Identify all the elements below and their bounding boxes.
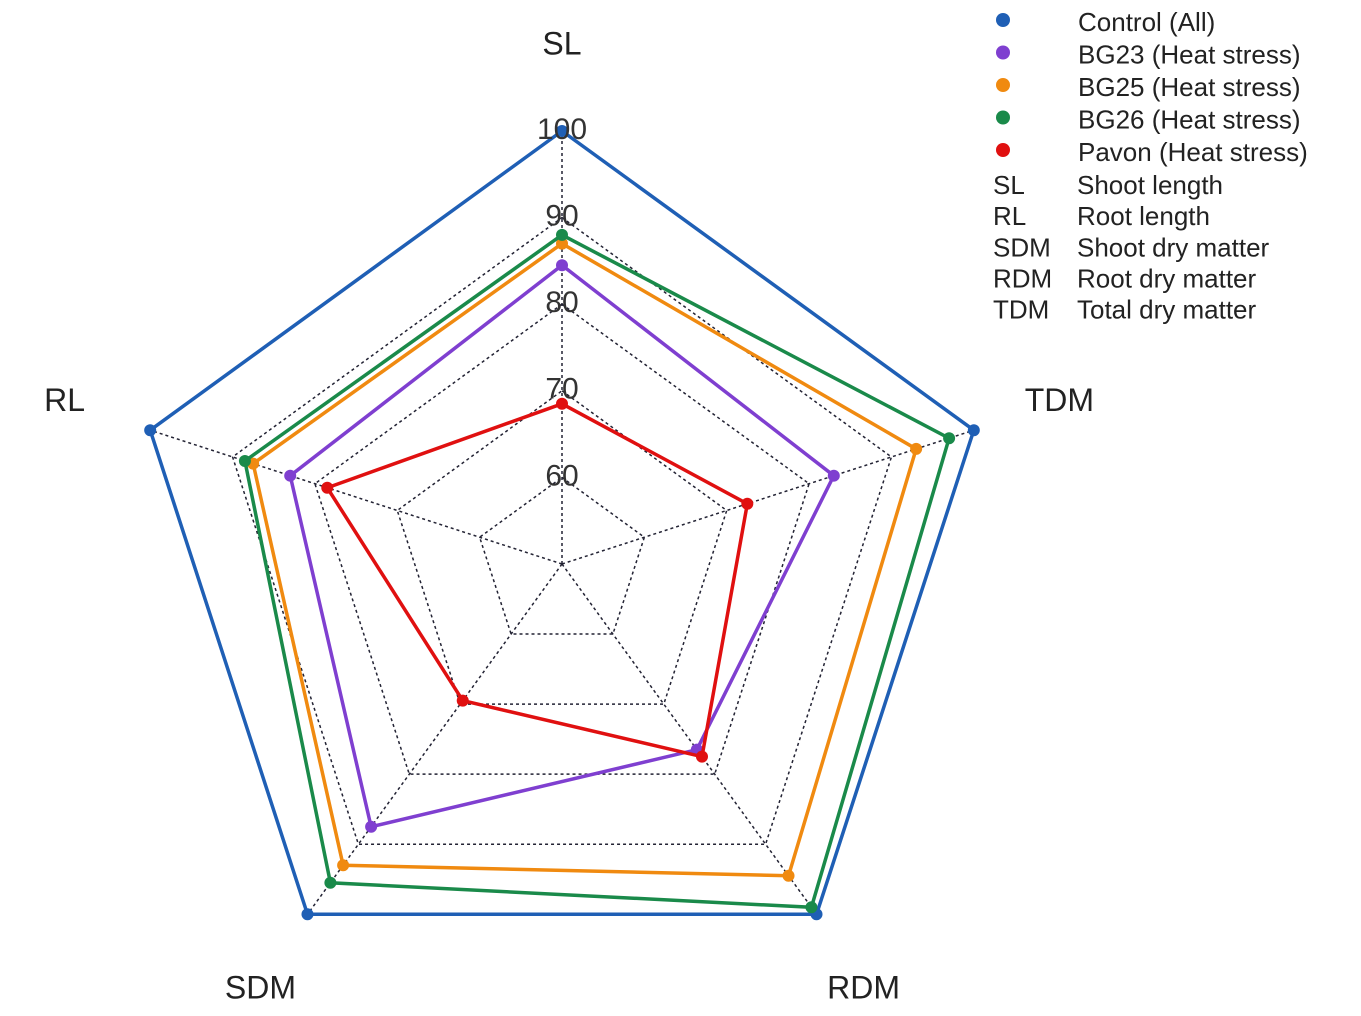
data-point [782,869,795,882]
series-polygon [242,232,952,910]
grid-ring [314,303,810,775]
data-point [910,442,923,455]
series-polygon [288,263,837,829]
data-point [365,820,378,833]
grid-ring [396,389,728,705]
legend-marker [996,45,1010,60]
data-point [321,481,334,494]
abbr-code: RDM [993,263,1052,293]
abbr-label: Shoot length [1077,170,1223,200]
axis-label: RDM [827,969,900,1005]
abbr-code: SL [993,170,1025,200]
r-tick-label: 70 [545,373,578,406]
data-point [556,228,568,241]
spoke [561,429,975,565]
series-polygon [148,128,976,917]
spoke [149,429,563,565]
data-point [943,432,956,445]
data-point [556,259,568,272]
data-point [827,469,840,482]
abbr-label: Total dry matter [1077,295,1257,325]
abbr-code: TDM [993,295,1049,325]
legend-marker [996,143,1010,157]
axis-label: TDM [1025,382,1094,418]
r-tick-label: 90 [545,200,578,233]
data-point [284,469,297,482]
data-point [456,694,469,707]
abbr-label: Shoot dry matter [1077,232,1270,262]
data-point [556,237,568,250]
series-polygon [324,401,750,759]
abbr-code: SDM [993,232,1051,262]
data-point [324,876,337,889]
legend-marker [996,78,1010,92]
data-point [805,901,818,914]
abbr-code: RL [993,201,1026,231]
legend-label: Control (All) [1078,7,1215,37]
r-tick-label: 100 [537,113,587,146]
data-point [238,454,251,467]
legend-label: BG25 (Heat stress) [1078,72,1301,102]
data-point [967,424,980,437]
axis-label: SDM [225,969,296,1005]
data-point [301,908,314,921]
legend-marker [996,13,1010,27]
data-point [741,497,754,510]
axis-label: SL [542,25,581,61]
abbr-label: Root dry matter [1077,263,1257,293]
spoke [561,563,818,915]
r-tick-label: 80 [545,286,578,319]
legend-label: Pavon (Heat stress) [1078,137,1308,167]
axis-label: RL [44,382,85,418]
spoke [306,563,563,915]
data-point [695,750,708,763]
grid-ring [478,476,646,635]
data-point [556,397,568,410]
abbr-label: Root length [1077,201,1210,231]
series-polygon [251,241,919,878]
r-tick-label: 60 [545,459,578,492]
data-point [337,859,350,872]
data-point [556,125,568,137]
legend-label: BG26 (Heat stress) [1078,104,1301,134]
legend-marker [996,110,1010,125]
data-point [144,424,157,437]
legend-label: BG23 (Heat stress) [1078,39,1301,69]
